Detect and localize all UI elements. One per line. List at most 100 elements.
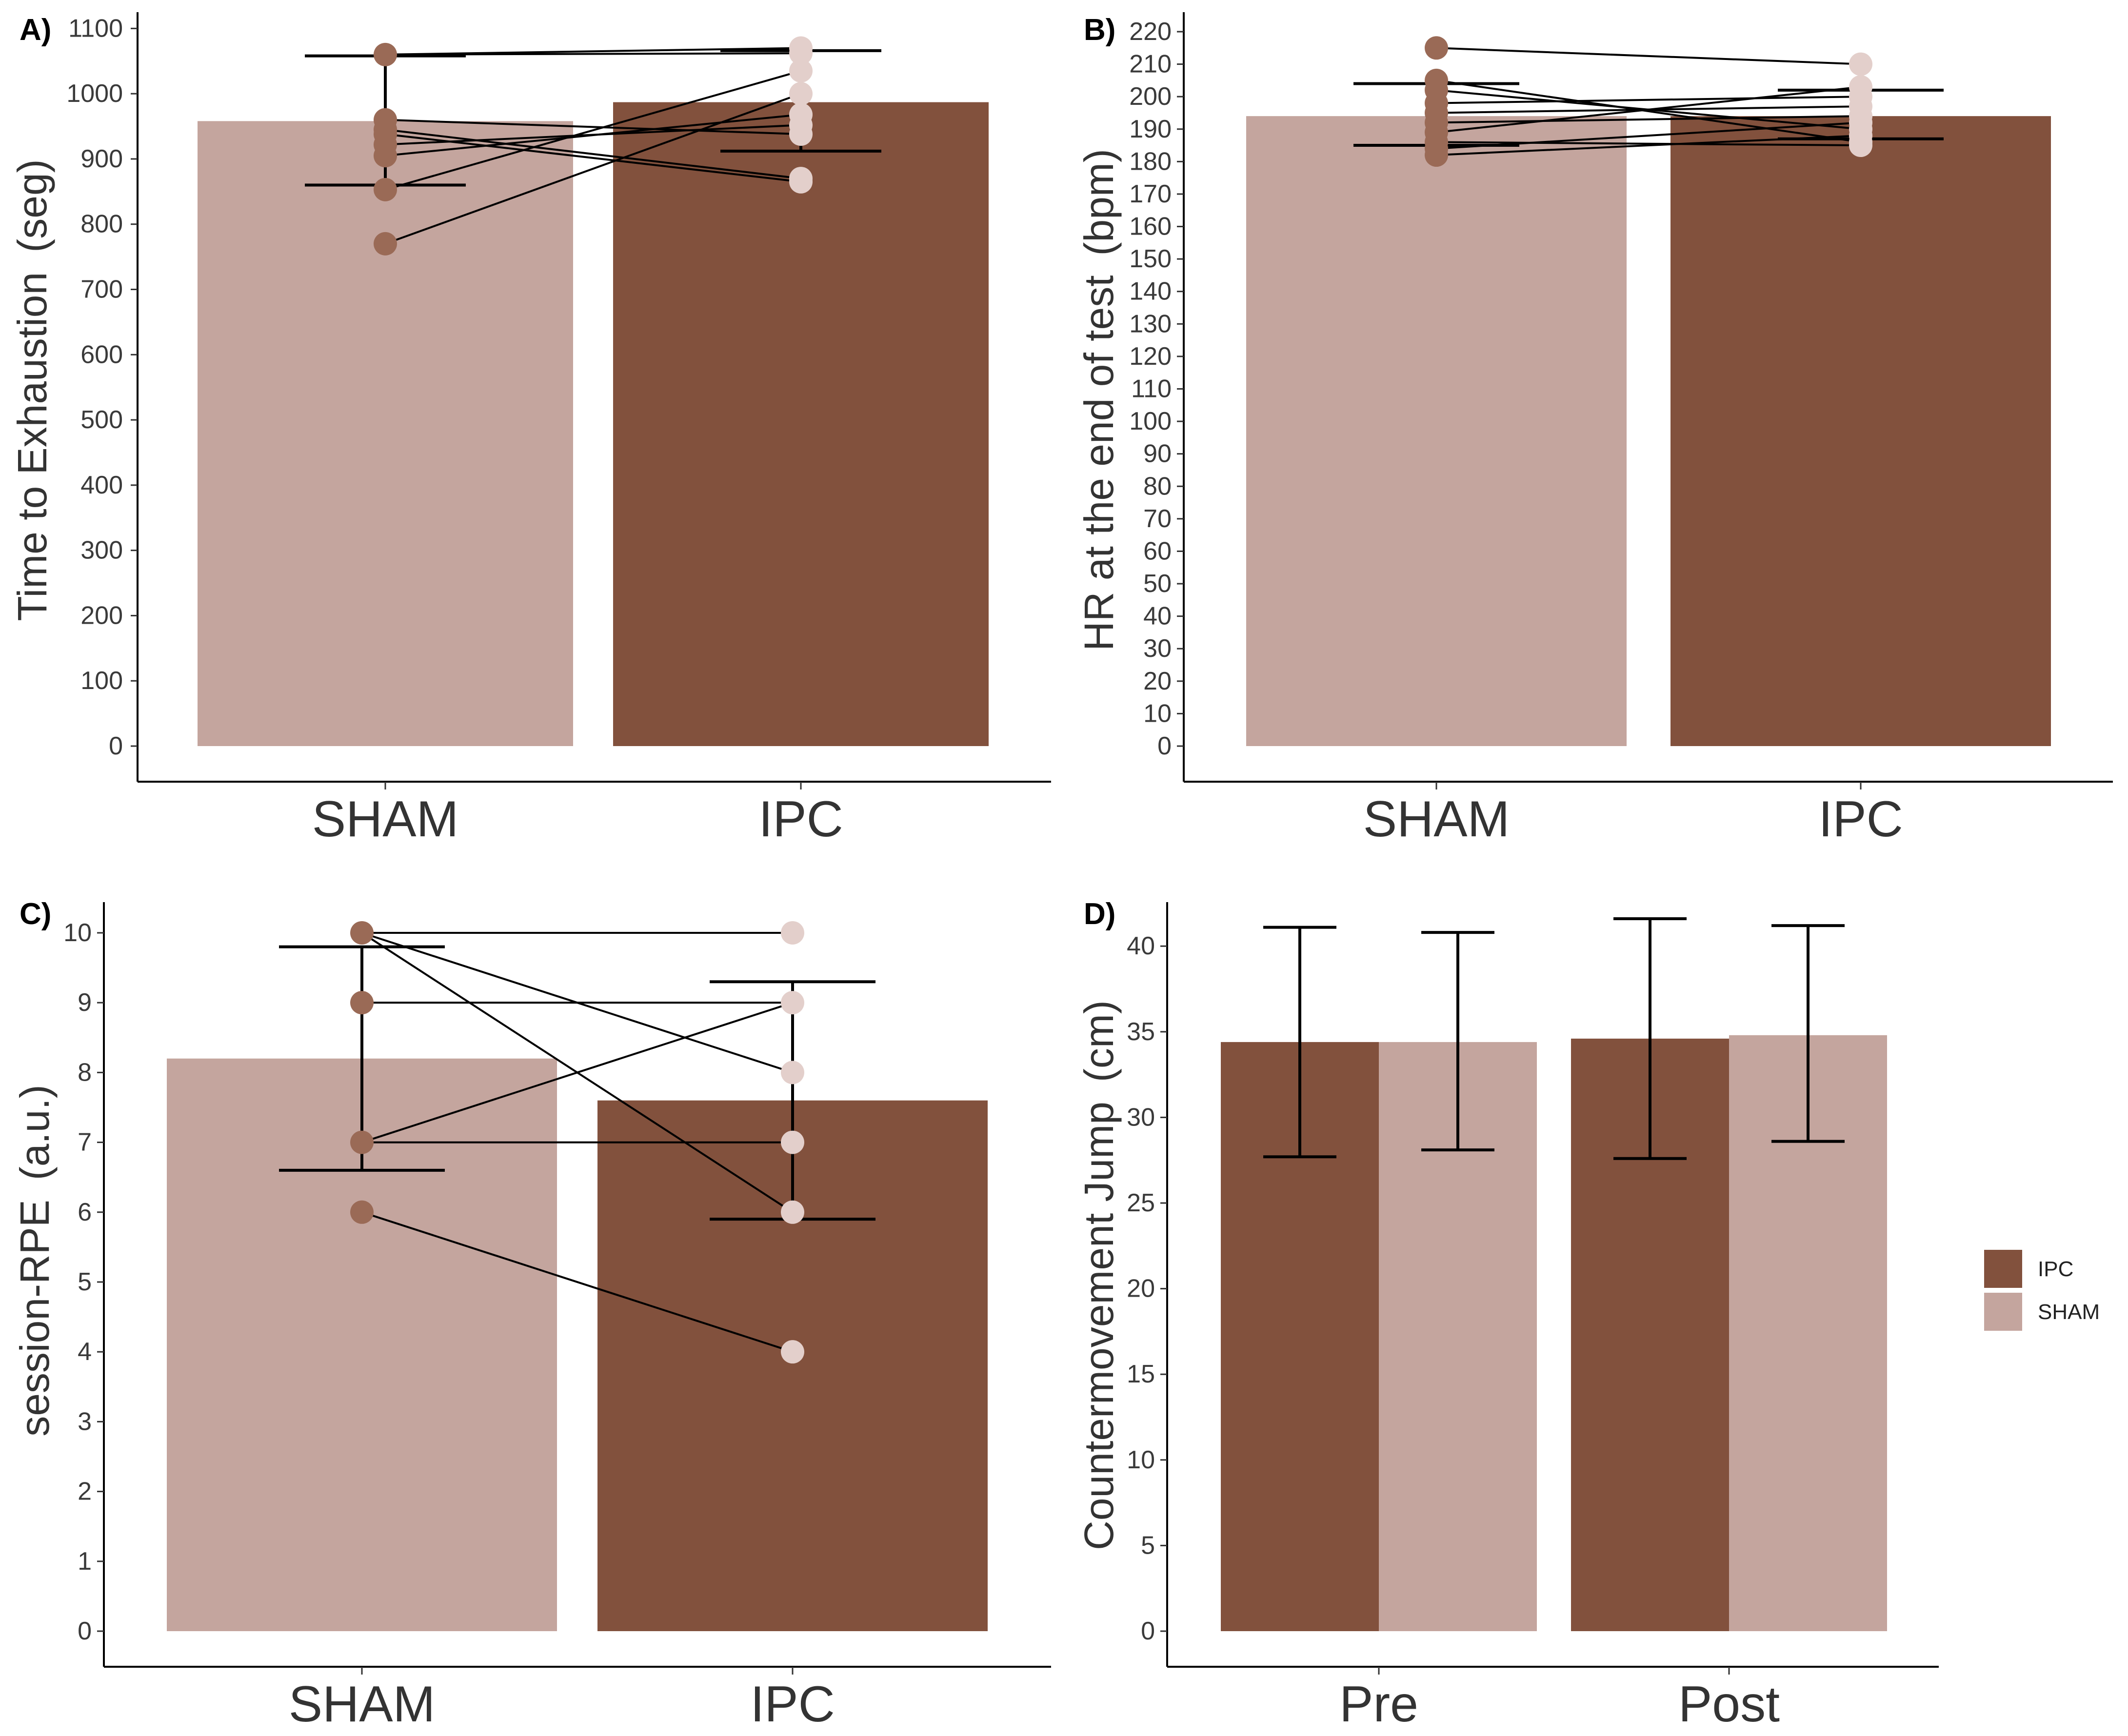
y-tick-label: 0 — [109, 732, 123, 760]
panel-a-y-title-unit: (seg) — [9, 159, 55, 252]
y-tick-label: 170 — [1129, 180, 1172, 208]
x-tick-label-sham: SHAM — [1363, 791, 1510, 848]
pair-line — [385, 128, 801, 180]
y-tick-label: 190 — [1129, 115, 1172, 143]
panel-b-y-title-main: HR at the end of test — [1076, 275, 1122, 651]
y-tick-label: 500 — [80, 406, 123, 434]
y-tick-label: 5 — [1141, 1531, 1155, 1559]
y-tick-label: 120 — [1129, 342, 1172, 371]
point-ipc — [781, 1200, 804, 1224]
panel-d-y-title-main: Countermovement Jump — [1076, 1102, 1122, 1550]
pair-line — [1436, 141, 1861, 147]
panel-a-y-title: Time to Exhaustion (seg) — [9, 159, 55, 621]
y-tick-label: 200 — [80, 601, 123, 630]
svg-text:Time to Exhaustion(seg): Time to Exhaustion (seg) — [9, 159, 55, 621]
pair-line — [1436, 79, 1861, 143]
pair-line — [1436, 115, 1861, 124]
point-ipc — [781, 1340, 804, 1364]
panel-a-y-title-main: Time to Exhaustion — [9, 272, 55, 621]
panel-c-y-title: session-RPE (a.u.) — [12, 1085, 58, 1437]
panel-b-y-title: HR at the end of test (bpm) — [1076, 149, 1122, 651]
y-tick-label: 6 — [78, 1198, 92, 1226]
pair-line — [385, 113, 801, 157]
y-tick-label: 5 — [78, 1268, 92, 1296]
y-tick-label: 100 — [1129, 407, 1172, 435]
legend-key-sham — [1984, 1293, 2022, 1331]
y-tick-label: 700 — [80, 276, 123, 304]
panel-c: C) session-RPE (a.u.) 0 1 2 3 4 5 6 7 8 9 10 SHAM IPC — [12, 897, 1051, 1733]
point-ipc — [1849, 52, 1872, 76]
legend-label-sham: SHAM — [2038, 1300, 2100, 1324]
point-sham — [374, 42, 397, 66]
y-tick-label: 1 — [78, 1547, 92, 1576]
y-tick-label: 900 — [80, 145, 123, 173]
x-tick-label-ipc: IPC — [750, 1676, 835, 1733]
panel-b-plot: 0 10 20 30 40 50 60 70 80 90 100 110 120 130 140 150 160… — [1129, 12, 2113, 848]
panel-a: A) Time to Exhaustion (seg) 0 100 200 300 400… — [9, 12, 1051, 848]
panel-d-label: D) — [1084, 897, 1115, 931]
y-tick-label: 160 — [1129, 213, 1172, 241]
pair-line — [1436, 135, 1861, 157]
y-tick-label: 1000 — [66, 79, 123, 108]
y-tick-label: 15 — [1127, 1360, 1155, 1388]
y-tick-label: 150 — [1129, 245, 1172, 273]
y-tick-label: 80 — [1143, 472, 1172, 500]
point-ipc — [781, 991, 804, 1015]
point-ipc — [1849, 134, 1872, 158]
y-tick-label: 400 — [80, 471, 123, 499]
y-tick-label: 7 — [78, 1128, 92, 1157]
y-tick-label: 3 — [78, 1407, 92, 1436]
point-ipc — [789, 122, 813, 146]
panel-d-y-title-unit: (cm) — [1076, 1000, 1122, 1082]
pair-line — [1436, 47, 1861, 65]
y-tick-label: 10 — [1143, 699, 1172, 728]
x-tick-label-ipc: IPC — [1818, 791, 1903, 848]
point-ipc — [781, 1130, 804, 1154]
y-tick-label: 10 — [1127, 1446, 1155, 1474]
y-tick-label: 200 — [1129, 82, 1172, 111]
y-tick-label: 1100 — [68, 14, 123, 42]
y-tick-label: 800 — [80, 210, 123, 238]
point-ipc — [789, 59, 813, 83]
y-tick-label: 9 — [78, 988, 92, 1017]
y-tick-label: 4 — [78, 1338, 92, 1366]
panel-c-y-title-main: session-RPE — [12, 1200, 58, 1437]
y-tick-label: 30 — [1143, 634, 1172, 663]
y-tick-label: 40 — [1143, 602, 1172, 631]
point-ipc — [789, 82, 813, 106]
point-sham — [1425, 143, 1448, 167]
pair-line — [1436, 121, 1861, 150]
point-sham — [374, 232, 397, 256]
bar-ipc — [1671, 116, 2051, 747]
legend-key-ipc — [1984, 1250, 2022, 1288]
y-tick-label: 35 — [1127, 1018, 1155, 1046]
pair-line — [1436, 96, 1861, 104]
pair-line — [385, 93, 801, 245]
y-tick-label: 0 — [78, 1617, 92, 1645]
pair-line — [385, 47, 801, 56]
point-sham — [374, 178, 397, 201]
pair-line — [385, 70, 801, 191]
legend-label-ipc: IPC — [2038, 1257, 2073, 1281]
legend: IPC SHAM — [1984, 1250, 2100, 1331]
point-ipc — [781, 1061, 804, 1085]
panel-c-plot: 0 1 2 3 4 5 6 7 8 9 10 SHAM IPC — [63, 902, 1051, 1733]
y-tick-label: 180 — [1129, 147, 1172, 176]
y-tick-label: 20 — [1143, 667, 1172, 695]
y-tick-label: 300 — [80, 536, 123, 565]
x-tick-label-post: Post — [1678, 1676, 1780, 1733]
point-sham — [1425, 36, 1448, 60]
svg-text:session-RPE(a.u.): session-RPE (a.u.) — [12, 1085, 58, 1437]
y-tick-label: 130 — [1129, 310, 1172, 338]
panel-c-label: C) — [20, 897, 51, 931]
svg-text:Countermovement Jump(cm): Countermovement Jump (cm) — [1076, 1000, 1122, 1550]
pair-line — [361, 1211, 793, 1353]
panel-b-y-title-unit: (bpm) — [1076, 149, 1122, 256]
bar-ipc — [613, 102, 989, 746]
panel-b-label: B) — [1084, 13, 1115, 47]
x-tick-label-pre: Pre — [1339, 1676, 1418, 1733]
bar-sham — [1246, 116, 1627, 747]
svg-text:HR at the end of test(bpm): HR at the end of test (bpm) — [1076, 149, 1122, 651]
panel-d-plot: 0 5 10 15 20 25 30 35 40 Pre Post — [1127, 902, 1939, 1733]
